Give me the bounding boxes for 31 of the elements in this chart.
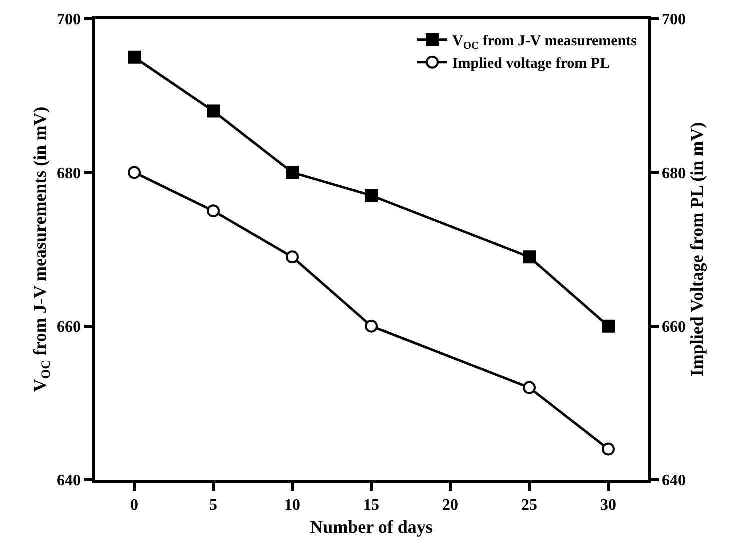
point	[128, 166, 141, 180]
x-tick-label: 0	[130, 496, 138, 514]
y-tick-label: 640	[57, 472, 82, 490]
y-tick-label: 660	[57, 318, 82, 336]
point	[523, 381, 536, 394]
point	[128, 50, 141, 64]
x-tick-label: 10	[284, 496, 300, 514]
x-tick-label: 15	[364, 496, 380, 514]
point	[602, 442, 615, 456]
point	[523, 250, 536, 264]
y-tick-label: 700	[57, 12, 82, 29]
x-axis-title: Number of days	[310, 517, 433, 538]
x-tick-label: 30	[600, 496, 616, 514]
y2-tick-label: 700	[662, 12, 686, 29]
y2-tick-label: 660	[662, 318, 686, 336]
point	[365, 320, 378, 333]
y2-tick-label: 680	[662, 165, 686, 182]
x-tick-label: 20	[442, 496, 458, 514]
y-tick-label: 680	[57, 165, 82, 182]
point	[286, 166, 299, 180]
point	[602, 320, 615, 333]
point	[207, 104, 220, 118]
y2-tick-label: 640	[662, 472, 686, 490]
x-tick-label: 25	[522, 496, 538, 514]
legend-label: V$_{OC}$ from J-V measurements	[452, 34, 638, 52]
point	[286, 250, 299, 264]
point	[365, 189, 378, 202]
x-tick-label: 5	[210, 496, 218, 514]
legend-label: Implied voltage from PL	[452, 56, 610, 72]
y2-axis-title: Implied Voltage from PL (in mV)	[687, 122, 708, 377]
point	[207, 204, 220, 218]
